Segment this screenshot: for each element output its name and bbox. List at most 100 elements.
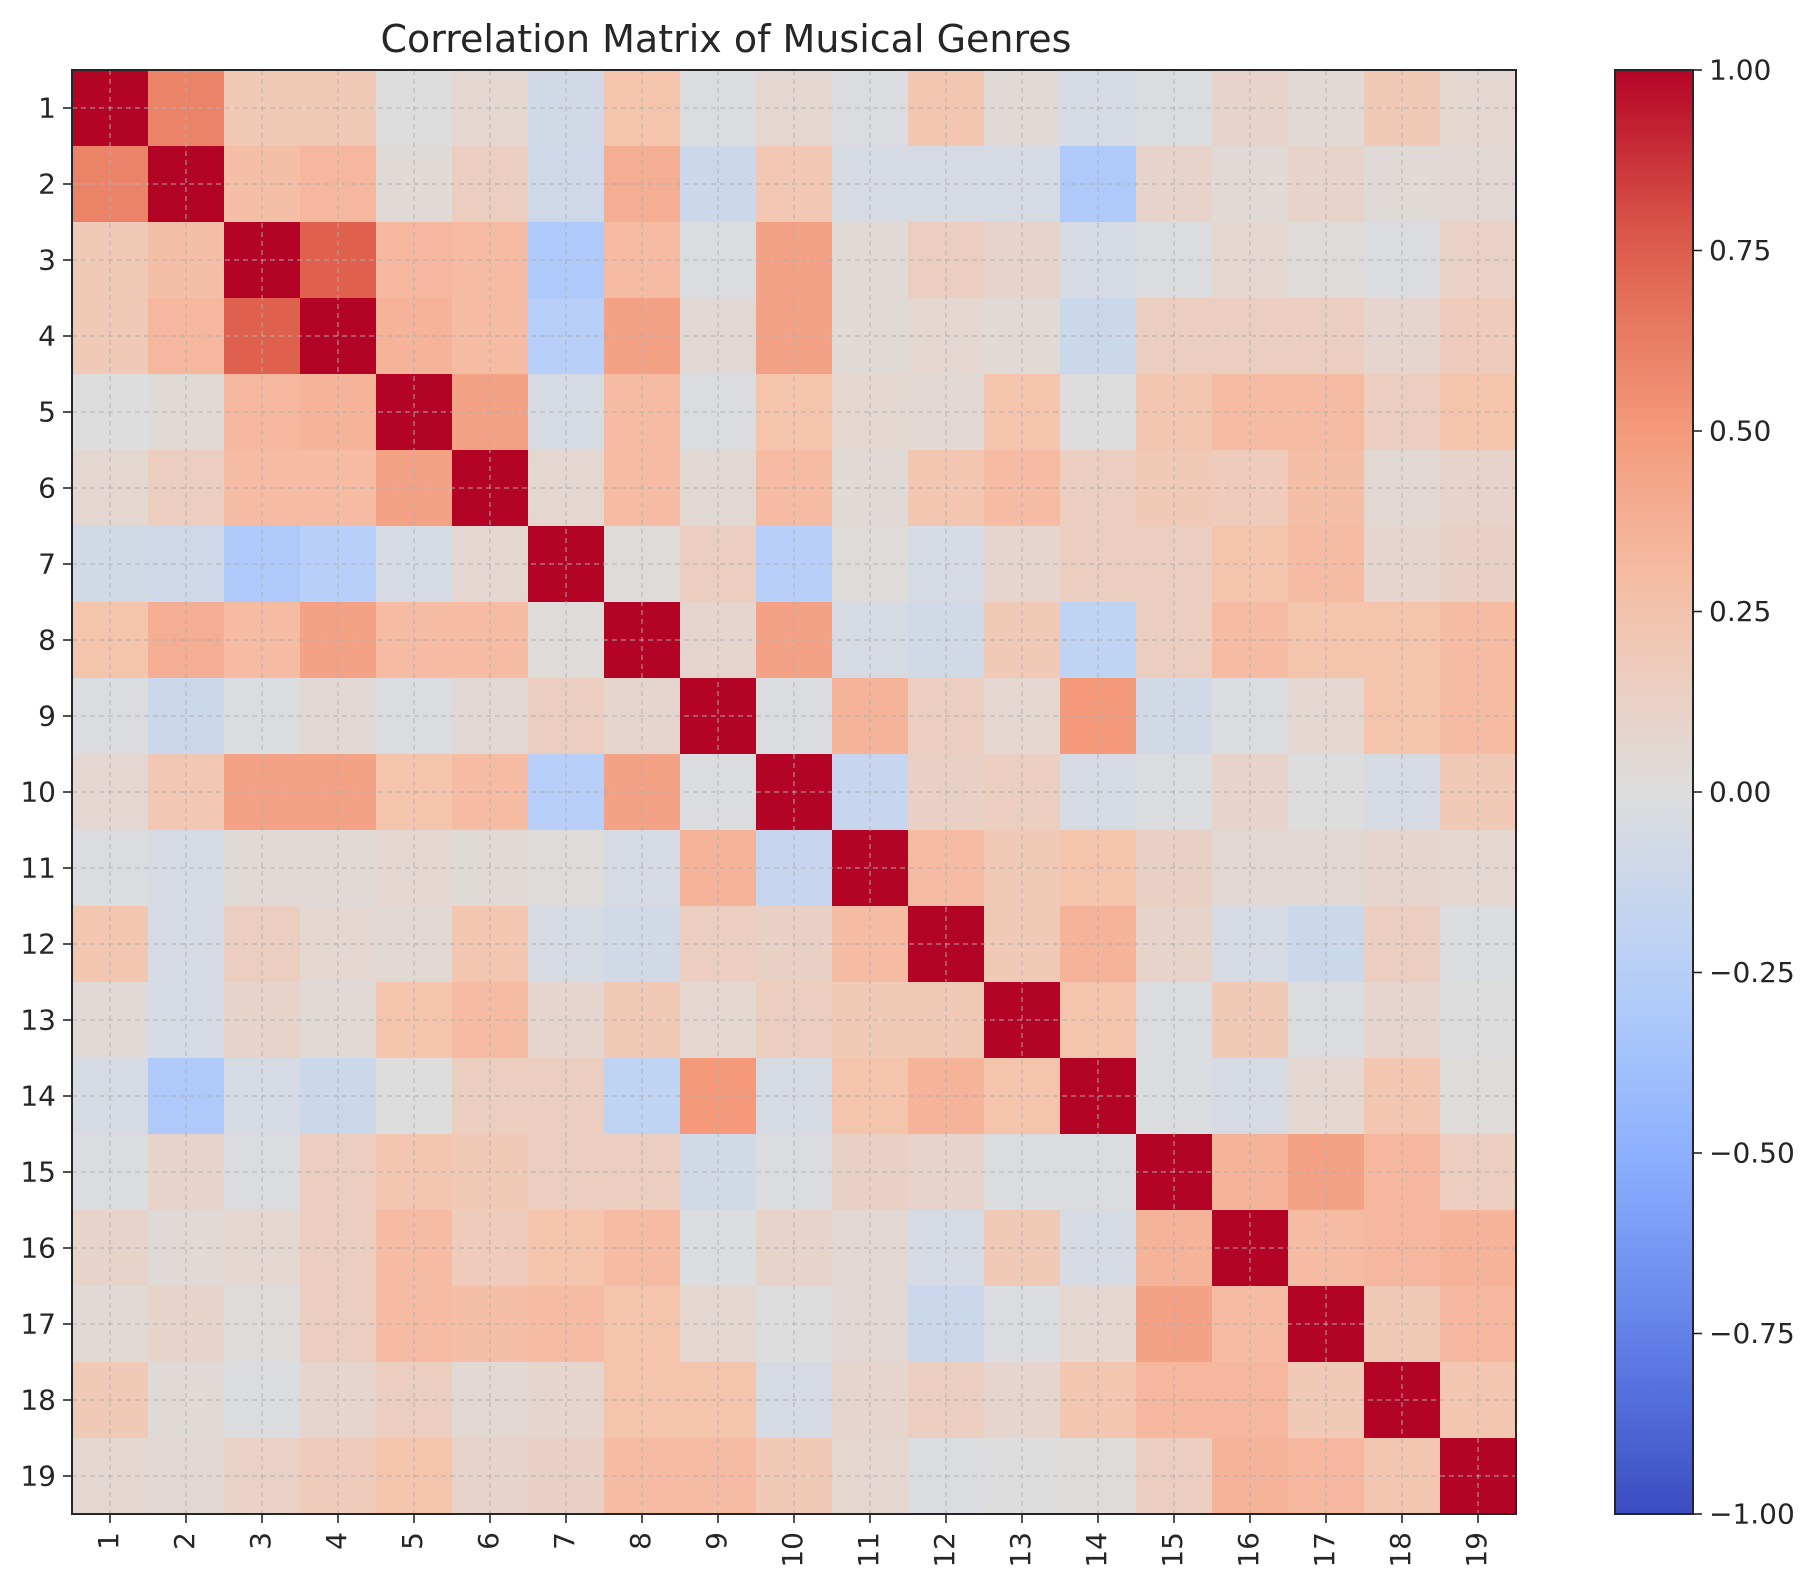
x-axis: 1 2 3 4 5 6 7 8 9 10 11 12 13 14 15 16 17 18 19 xyxy=(92,1514,1493,1568)
x-tick-label: 17 xyxy=(1308,1532,1341,1568)
x-tick-label: 15 xyxy=(1156,1532,1189,1568)
heatmap-cell-9-18 xyxy=(1364,678,1441,755)
x-tick-label: 2 xyxy=(168,1532,201,1550)
heatmap-cell-11-13 xyxy=(984,830,1061,907)
heatmap-cell-13-2 xyxy=(148,982,225,1059)
heatmap-cell-18-18 xyxy=(1364,1362,1441,1439)
x-tick-label: 8 xyxy=(624,1532,657,1550)
heatmap-cell-13-7 xyxy=(528,982,605,1059)
heatmap-cell-2-9 xyxy=(680,146,757,223)
x-tick-label: 19 xyxy=(1460,1532,1493,1568)
heatmap-cell-16-18 xyxy=(1364,1210,1441,1287)
heatmap-cell-13-11 xyxy=(832,982,909,1059)
heatmap-cell-4-7 xyxy=(528,298,605,375)
colorbar-tick-label: −0.50 xyxy=(1709,1137,1795,1170)
x-tick-label: 4 xyxy=(320,1532,353,1550)
heatmap-cell-16-13 xyxy=(984,1210,1061,1287)
heatmap-cell-7-2 xyxy=(148,526,225,603)
y-tick-label: 8 xyxy=(38,624,56,657)
heatmap-cell-18-13 xyxy=(984,1362,1061,1439)
heatmap-cell-9-13 xyxy=(984,678,1061,755)
heatmap-cell-4-11 xyxy=(832,298,909,375)
heatmap-cell-4-18 xyxy=(1364,298,1441,375)
y-tick-label: 10 xyxy=(20,776,56,809)
colorbar-axis: 1.00 0.75 0.50 0.25 0.00 −0.25 −0.50 −0.75 −1.00 xyxy=(1693,54,1795,1531)
y-tick-label: 4 xyxy=(38,320,56,353)
heatmap-cell-4-9 xyxy=(680,298,757,375)
x-tick-label: 16 xyxy=(1232,1532,1265,1568)
y-tick-label: 2 xyxy=(38,168,56,201)
heatmap-cell-11-4 xyxy=(300,830,377,907)
heatmap-cell-11-18 xyxy=(1364,830,1441,907)
colorbar-tick-label: −0.25 xyxy=(1709,956,1795,989)
x-tick-label: 18 xyxy=(1384,1532,1417,1568)
y-tick-label: 12 xyxy=(20,928,56,961)
heatmap-cell-16-7 xyxy=(528,1210,605,1287)
heatmap-cell-9-7 xyxy=(528,678,605,755)
y-tick-label: 14 xyxy=(20,1080,56,1113)
x-tick-label: 5 xyxy=(396,1532,429,1550)
heatmap-cell-2-13 xyxy=(984,146,1061,223)
heatmap-cell-16-2 xyxy=(148,1210,225,1287)
heatmap-cell-7-13 xyxy=(984,526,1061,603)
heatmap-cell-4-13 xyxy=(984,298,1061,375)
heatmap-cell-4-16 xyxy=(1212,298,1289,375)
heatmap-cell-9-2 xyxy=(148,678,225,755)
y-tick-label: 15 xyxy=(20,1156,56,1189)
heatmap-cell-2-7 xyxy=(528,146,605,223)
heatmap-cell-4-2 xyxy=(148,298,225,375)
heatmap-cell-9-4 xyxy=(300,678,377,755)
x-tick-label: 3 xyxy=(244,1532,277,1550)
heatmap-cell-18-4 xyxy=(300,1362,377,1439)
colorbar-tick-label: 0.75 xyxy=(1709,234,1771,267)
chart-title: Correlation Matrix of Musical Genres xyxy=(381,17,1072,61)
heatmap-cell-2-4 xyxy=(300,146,377,223)
x-tick-label: 13 xyxy=(1004,1532,1037,1568)
heatmap-cell-11-11 xyxy=(832,830,909,907)
y-tick-label: 6 xyxy=(38,472,56,505)
y-tick-label: 17 xyxy=(20,1308,56,1341)
heatmap-cell-16-11 xyxy=(832,1210,909,1287)
heatmap-cell-7-11 xyxy=(832,526,909,603)
heatmap-cell-18-2 xyxy=(148,1362,225,1439)
heatmap-cell-7-16 xyxy=(1212,526,1289,603)
y-tick-label: 19 xyxy=(20,1460,56,1493)
colorbar-tick-label: 1.00 xyxy=(1709,54,1771,87)
y-tick-label: 13 xyxy=(20,1004,56,1037)
colorbar-tick-label: −0.75 xyxy=(1709,1317,1795,1350)
heatmap-cell-13-16 xyxy=(1212,982,1289,1059)
heatmap-cell-4-4 xyxy=(300,298,377,375)
colorbar-tick-label: 0.25 xyxy=(1709,595,1771,628)
heatmap-cell-18-9 xyxy=(680,1362,757,1439)
heatmap-cell-2-2 xyxy=(148,146,225,223)
x-tick-label: 14 xyxy=(1080,1532,1113,1568)
heatmap-cell-2-16 xyxy=(1212,146,1289,223)
heatmap-cell-11-2 xyxy=(148,830,225,907)
heatmap-cell-18-7 xyxy=(528,1362,605,1439)
x-tick-label: 1 xyxy=(92,1532,125,1550)
y-tick-label: 3 xyxy=(38,244,56,277)
y-tick-label: 9 xyxy=(38,700,56,733)
heatmap-cell-7-4 xyxy=(300,526,377,603)
colorbar-tick-label: −1.00 xyxy=(1709,1498,1795,1531)
heatmap-cell-13-13 xyxy=(984,982,1061,1059)
heatmap-cell-2-18 xyxy=(1364,146,1441,223)
heatmap-cell-9-11 xyxy=(832,678,909,755)
y-tick-label: 7 xyxy=(38,548,56,581)
heatmap-cell-7-18 xyxy=(1364,526,1441,603)
heatmap-cell-7-9 xyxy=(680,526,757,603)
x-tick-label: 12 xyxy=(928,1532,961,1568)
heatmap-cell-7-7 xyxy=(528,526,605,603)
heatmap-cell-2-11 xyxy=(832,146,909,223)
colorbar-tick-label: 0.00 xyxy=(1709,776,1771,809)
colorbar xyxy=(1614,69,1694,1515)
heatmap-cell-13-18 xyxy=(1364,982,1441,1059)
x-tick-label: 11 xyxy=(852,1532,885,1568)
y-tick-label: 11 xyxy=(20,852,56,885)
heatmap-cell-11-16 xyxy=(1212,830,1289,907)
y-tick-label: 18 xyxy=(20,1384,56,1417)
heatmap-cell-13-9 xyxy=(680,982,757,1059)
heatmap-gridlines xyxy=(72,70,1516,1514)
heatmap-cell-9-9 xyxy=(680,678,757,755)
